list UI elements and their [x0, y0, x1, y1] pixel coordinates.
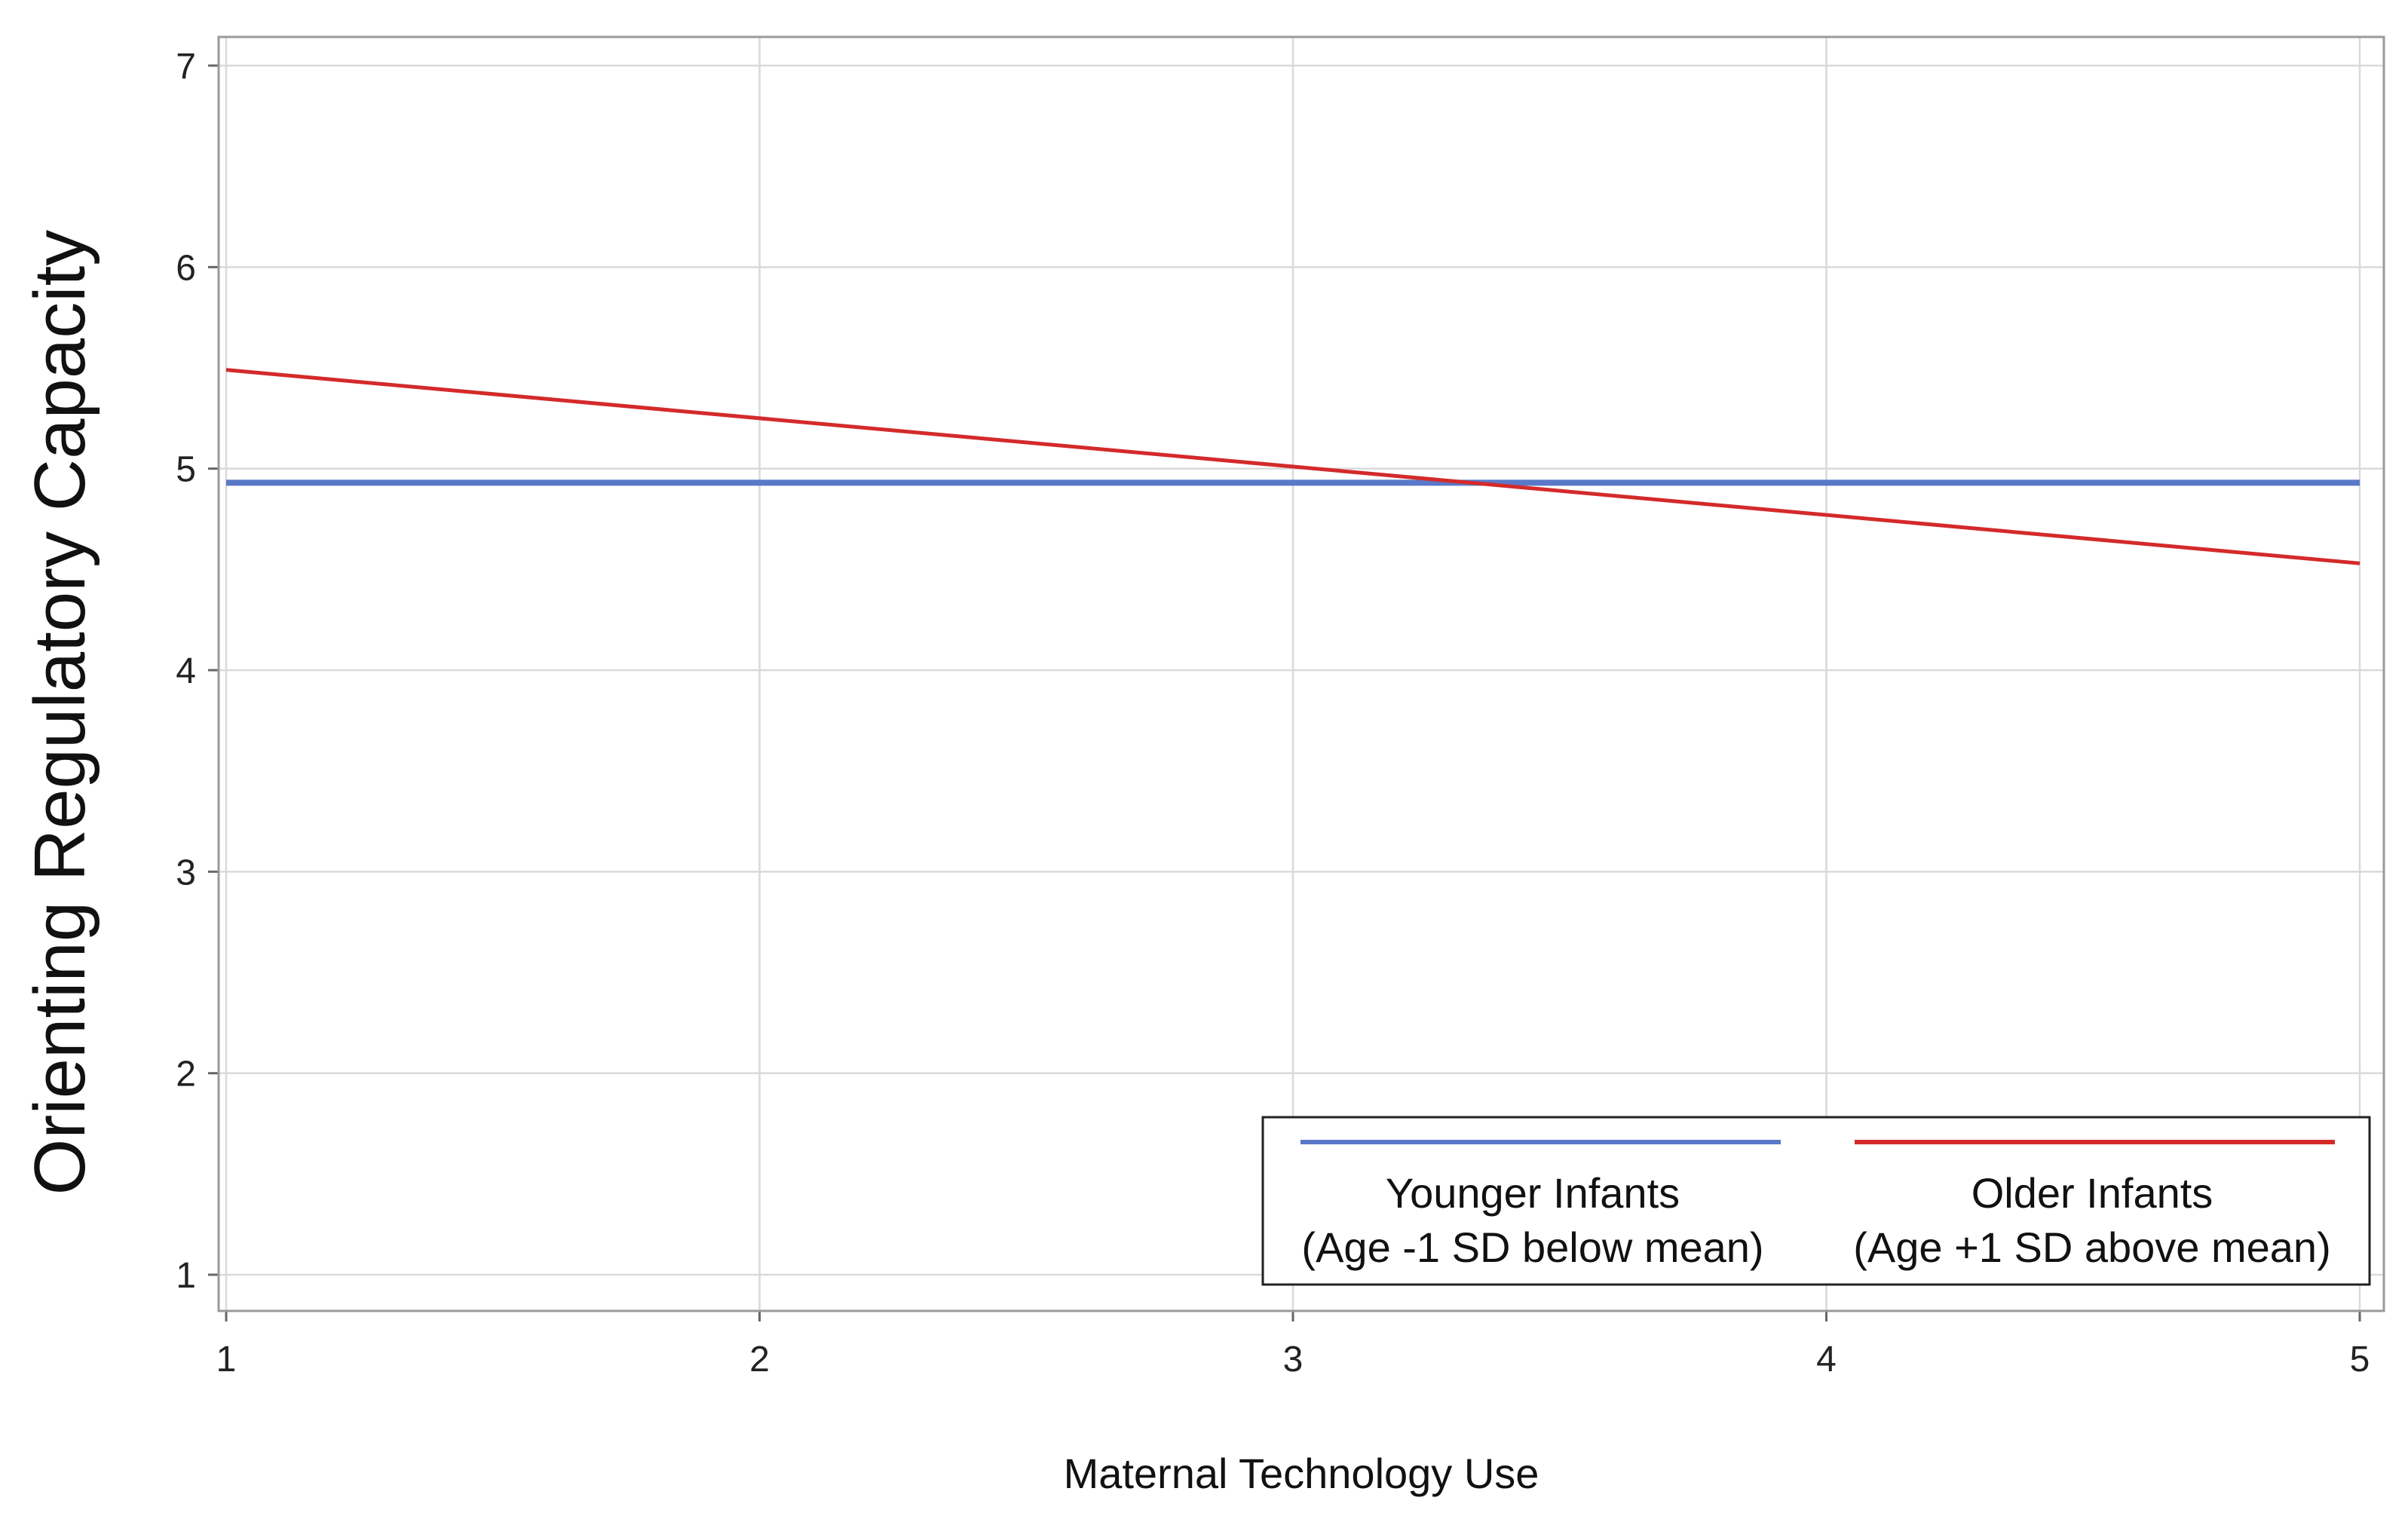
y-tick-label-1: 1	[176, 1256, 196, 1296]
legend-label-older-infants: Older Infants	[1971, 1169, 2213, 1217]
y-tick-label-4: 4	[176, 651, 196, 691]
y-tick-label-3: 3	[176, 853, 196, 893]
axis-ticks: 1 2 3 4 5 1 2 3 4 5 6 7	[176, 47, 2370, 1380]
legend-label-younger-infants: Younger Infants	[1386, 1169, 1680, 1217]
x-tick-label-1: 1	[216, 1340, 237, 1380]
series-line-older-infants	[225, 368, 2361, 565]
x-tick-label-2: 2	[749, 1340, 770, 1380]
y-tick-label-7: 7	[176, 47, 196, 87]
legend-sublabel-older-infants: (Age +1 SD above mean)	[1853, 1223, 2330, 1271]
y-tick-label-5: 5	[176, 450, 196, 490]
legend: Younger Infants (Age -1 SD below mean) O…	[1261, 1116, 2371, 1286]
x-tick-label-3: 3	[1283, 1340, 1304, 1380]
plot-frame	[217, 35, 2385, 1312]
x-tick-label-5: 5	[2350, 1340, 2370, 1380]
y-axis-title: Orienting Regulatory Capacity	[20, 230, 100, 1196]
y-tick-label-2: 2	[176, 1055, 196, 1095]
series-lines	[225, 368, 2361, 565]
y-tick-label-6: 6	[176, 248, 196, 288]
x-axis-title: Maternal Technology Use	[1064, 1450, 1539, 1497]
legend-sublabel-younger-infants: (Age -1 SD below mean)	[1301, 1223, 1763, 1271]
legend-box	[1261, 1116, 2371, 1286]
x-tick-label-4: 4	[1816, 1340, 1837, 1380]
